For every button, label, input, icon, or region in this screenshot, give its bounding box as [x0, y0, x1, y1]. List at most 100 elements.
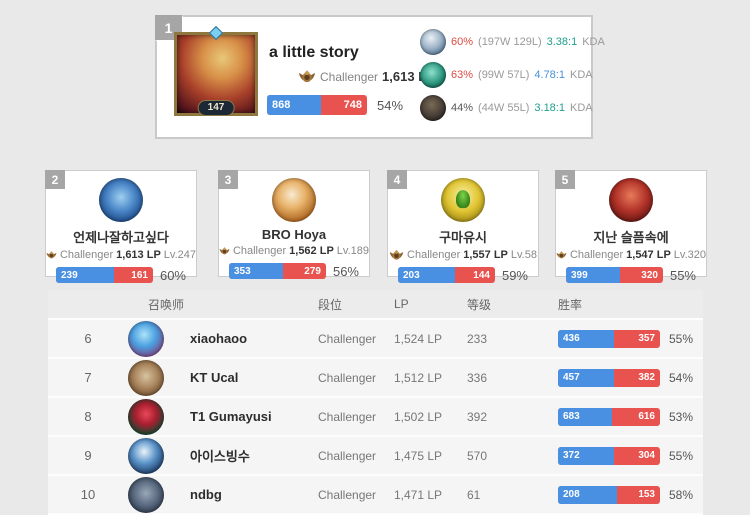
winrate-value: 56% [332, 263, 359, 279]
losses-segment: 382 [638, 372, 655, 383]
champion-kda-ratio: 3.38:1 [546, 36, 578, 48]
winrate-value: 54% [669, 370, 694, 385]
lp-value: 1,512 LP [394, 370, 443, 385]
losses-segment: 748 [343, 99, 362, 111]
table-row[interactable]: 8 T1 Gumayusi Challenger 1,502 LP 392 68… [48, 398, 703, 437]
winrate-value: 53% [669, 409, 694, 424]
summoner-avatar [441, 178, 485, 222]
wins-segment: 239 [56, 267, 114, 283]
rank4-player-card[interactable]: 4 구마유시 Challenger 1,557 LP Lv.58 203 144… [387, 170, 539, 283]
level-value: Lv.320 [673, 249, 706, 261]
table-row[interactable]: 9 아이스빙수 Challenger 1,475 LP 570 372 304 … [48, 437, 703, 476]
summoner-name[interactable]: 구마유시 [439, 230, 487, 245]
winloss-row: 457 382 54% [539, 368, 703, 387]
wins-segment: 868 [267, 95, 321, 115]
losses-segment: 279 [304, 265, 321, 277]
summoner-name[interactable]: a little story [269, 44, 359, 61]
winrate-value: 55% [669, 448, 694, 463]
losses-segment: 153 [638, 489, 655, 500]
summoner-avatar [128, 398, 164, 435]
lp-column-header: LP [394, 297, 409, 311]
wins-segment: 353 [229, 263, 284, 279]
rank-value: 8 [84, 409, 92, 424]
level-value: Lv.247 [163, 249, 196, 261]
champion-icon-1 [420, 29, 446, 55]
champion-winrate: 60% [451, 36, 474, 48]
summoner-name[interactable]: ndbg [190, 487, 222, 502]
summoner-name[interactable]: 언제나잘하고싶다 [73, 230, 169, 245]
challenger-crest-icon [46, 251, 57, 259]
winrate-value: 60% [159, 267, 186, 283]
champion-stat-row[interactable]: 44% (44W 55L) 3.18:1 KDA [420, 95, 605, 121]
winloss-row: 683 616 53% [539, 407, 703, 426]
rank-value: 10 [80, 487, 96, 502]
summoner-name[interactable]: BRO Hoya [261, 227, 327, 242]
winrate-value: 58% [669, 487, 694, 502]
winloss-bar: 868 748 [267, 95, 367, 115]
summoner-level-badge: 147 [197, 100, 235, 116]
tier-line: Challenger 1,613 LP Lv.247 [46, 249, 196, 261]
champion-record: (44W 55L) [478, 102, 530, 114]
winloss-bar: 457 382 [558, 368, 660, 387]
tier-line: Challenger 1,547 LP Lv.320 [556, 249, 706, 261]
tier-value: Challenger [318, 331, 377, 346]
summoner-avatar [99, 178, 143, 222]
lp-value: 1,562 LP [289, 245, 334, 257]
table-header-row: 召唤师 段位 LP 等级 胜率 [48, 290, 703, 320]
rank-value: 9 [84, 448, 92, 463]
tier-column-header: 段位 [318, 297, 343, 312]
summoner-avatar [128, 437, 164, 474]
summoner-avatar [609, 178, 653, 222]
lp-value: 1,471 LP [394, 487, 443, 502]
table-row[interactable]: 7 KT Ucal Challenger 1,512 LP 336 457 38… [48, 359, 703, 398]
lp-value: 1,502 LP [394, 409, 443, 424]
summoner-name[interactable]: T1 Gumayusi [190, 409, 272, 424]
tier-value: Challenger [318, 487, 377, 502]
summoner-avatar [128, 320, 164, 357]
rank-value: 6 [84, 331, 92, 346]
winloss-row: 353 279 56% [219, 263, 369, 279]
wins-segment: 683 [558, 407, 612, 426]
rank1-player-card[interactable]: 1 147 a little story Challenger 1,613 LP… [155, 15, 605, 139]
challenger-crest-icon [298, 70, 316, 83]
losses-segment: 357 [638, 333, 655, 344]
tier-label: Challenger [320, 69, 379, 84]
losses-segment: 320 [641, 269, 658, 281]
summoner-name[interactable]: KT Ucal [190, 370, 239, 385]
winloss-row: 239 161 60% [46, 267, 196, 283]
champion-stat-row[interactable]: 60% (197W 129L) 3.38:1 KDA [420, 29, 605, 55]
winrate-column-header: 胜率 [558, 297, 583, 312]
wins-segment: 372 [558, 446, 615, 465]
level-value: 336 [467, 370, 488, 385]
level-value: Lv.58 [510, 249, 537, 261]
champion-winrate: 63% [451, 69, 474, 81]
summoner-avatar [128, 359, 164, 396]
champion-stat-row[interactable]: 63% (99W 57L) 4.78:1 KDA [420, 62, 605, 88]
rank3-player-card[interactable]: 3 BRO Hoya Challenger 1,562 LP Lv.189 35… [218, 170, 370, 279]
tier-label: Challenger [232, 245, 287, 257]
champion-kda-ratio: 3.18:1 [534, 102, 565, 114]
top-champions-list: 60% (197W 129L) 3.38:1 KDA 63% (99W 57L)… [420, 29, 605, 121]
summoner-column-header: 召唤师 [148, 297, 185, 312]
winloss-row: 372 304 55% [539, 446, 703, 465]
summoner-name[interactable]: xiaohaoo [190, 331, 248, 346]
table-row[interactable]: 6 xiaohaoo Challenger 1,524 LP 233 436 3… [48, 320, 703, 359]
winloss-bar: 353 279 [229, 263, 326, 279]
winloss-bar: 372 304 [558, 446, 660, 465]
champion-record: (99W 57L) [478, 69, 530, 81]
table-row[interactable]: 10 ndbg Challenger 1,471 LP 61 208 153 5… [48, 476, 703, 515]
rank-badge: 2 [45, 170, 65, 189]
wins-segment: 208 [558, 485, 617, 504]
tier-label: Challenger [569, 249, 624, 261]
tier-value: Challenger [318, 448, 377, 463]
champion-record: (197W 129L) [478, 36, 542, 48]
summoner-name[interactable]: 지난 슬픔속에 [593, 230, 669, 245]
rank2-player-card[interactable]: 2 언제나잘하고싶다 Challenger 1,613 LP Lv.247 23… [45, 170, 197, 283]
champion-winrate: 44% [451, 102, 474, 114]
winloss-bar: 208 153 [558, 485, 660, 504]
rank5-player-card[interactable]: 5 지난 슬픔속에 Challenger 1,547 LP Lv.320 399… [555, 170, 707, 283]
summoner-name[interactable]: 아이스빙수 [190, 449, 250, 464]
rank-value: 7 [84, 370, 92, 385]
challenger-crest-icon [389, 249, 404, 260]
rank-badge: 3 [218, 170, 238, 189]
